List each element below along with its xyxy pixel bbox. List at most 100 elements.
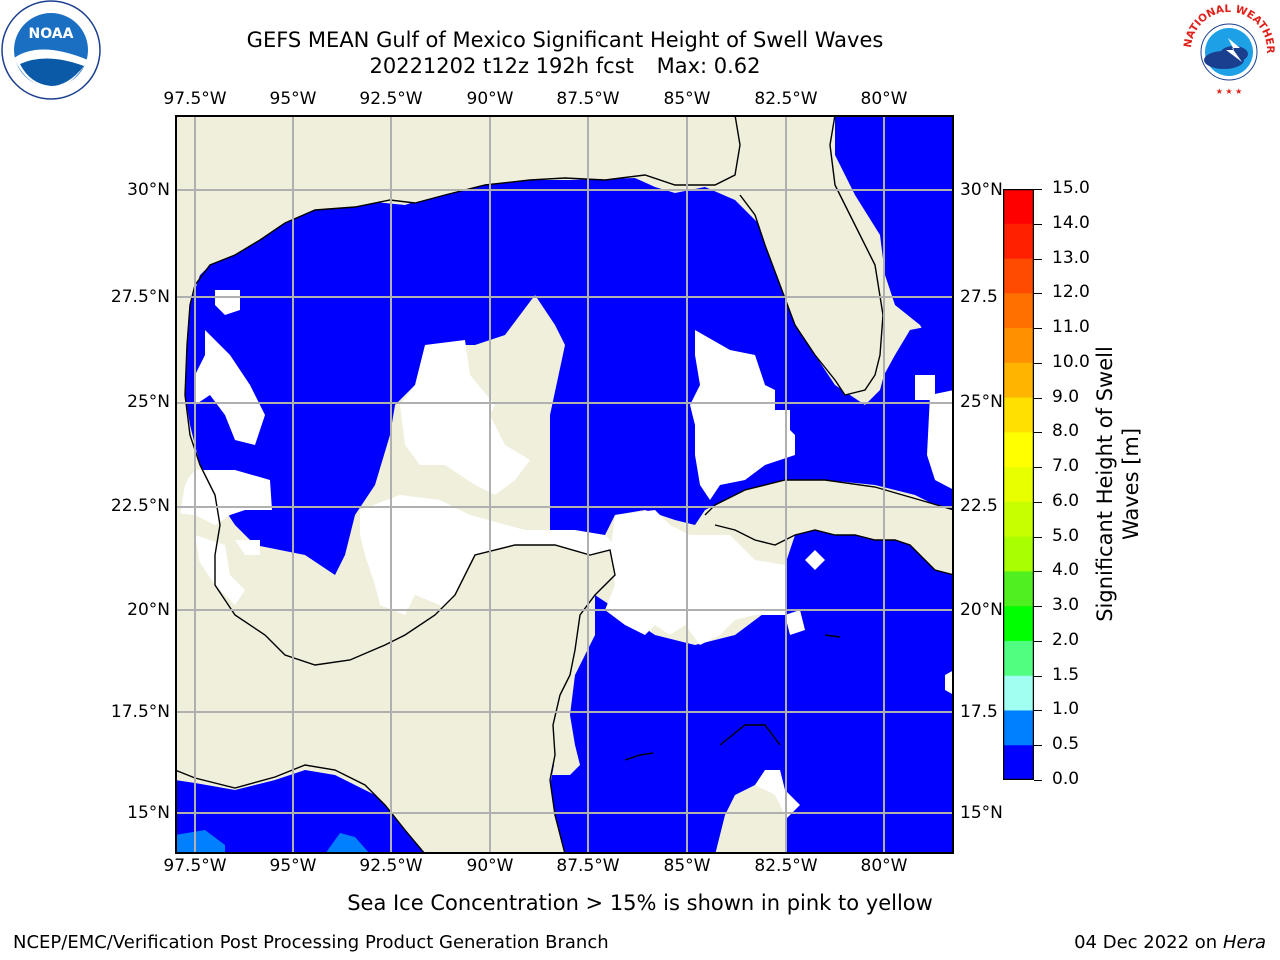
colorbar-band <box>1003 467 1034 503</box>
noaa-logo: NOAA <box>1 0 101 100</box>
footer-branch: NCEP/EMC/Verification Post Processing Pr… <box>13 932 609 953</box>
lat-tick-left: 17.5°N <box>110 702 170 722</box>
sea-ice-note-text: Sea Ice Concentration > 15% is shown in … <box>347 891 933 915</box>
forecast-run: 20221202 t12z 192h fcst <box>369 54 634 78</box>
colorbar-tick-label: 0.0 <box>1052 769 1080 789</box>
lon-tick-top: 97.5°W <box>163 89 227 109</box>
coastlines <box>175 115 954 854</box>
colorbar <box>1003 189 1034 780</box>
colorbar-tick-label: 8.0 <box>1052 421 1080 442</box>
lon-tick-top: 87.5°W <box>556 89 620 109</box>
lon-tick-bottom: 95°W <box>269 856 317 876</box>
yucatan-land <box>175 115 615 854</box>
colorbar-tick-mark <box>1034 780 1042 781</box>
footer-date: 04 Dec 2022 on Hera <box>1074 932 1266 953</box>
colorbar-tick-label: 9.0 <box>1052 386 1080 407</box>
lat-tick-left: 27.5°N <box>110 287 170 307</box>
lat-tick-right: 27.5 <box>960 287 998 307</box>
florida-land <box>735 115 883 395</box>
colorbar-band <box>1003 258 1034 294</box>
lat-tick-left: 15°N <box>127 803 170 823</box>
colorbar-tick-mark <box>1034 501 1042 503</box>
colorbar-band <box>1003 675 1034 711</box>
colorbar-tick-label: 1.0 <box>1052 699 1080 720</box>
lon-tick-bottom: 97.5°W <box>163 856 227 876</box>
colorbar-band <box>1003 710 1034 746</box>
colorbar-tick-mark <box>1034 467 1042 469</box>
colorbar-band <box>1003 571 1034 607</box>
colorbar-frame <box>1003 189 1034 780</box>
colorbar-label-line2: Waves [m] <box>1119 427 1143 541</box>
footer-date-text: 04 Dec 2022 on <box>1074 932 1218 953</box>
sea-ice-note: Sea Ice Concentration > 15% is shown in … <box>0 891 1280 915</box>
gridlines <box>175 115 954 854</box>
lat-tick-right: 30°N <box>960 180 1003 200</box>
colorbar-band <box>1003 501 1034 538</box>
colorbar-tick-label: 7.0 <box>1052 456 1080 477</box>
lon-tick-bottom: 92.5°W <box>359 856 423 876</box>
lat-tick-left: 22.5°N <box>110 496 170 516</box>
no-swell-patches <box>175 290 954 854</box>
colorbar-tick-label: 1.5 <box>1052 664 1080 685</box>
colorbar-band <box>1003 536 1034 572</box>
colorbar-tick-mark <box>1034 571 1042 573</box>
colorbar-tick-mark <box>1034 293 1042 295</box>
chart-subtitle: 20221202 t12z 192h fcst Max: 0.62 <box>0 54 1130 78</box>
colorbar-tick-label: 6.0 <box>1052 490 1080 511</box>
map-frame <box>175 115 954 854</box>
colorbar-tick-mark <box>1034 362 1042 364</box>
colorbar-tick-mark <box>1034 328 1042 330</box>
colorbar-tick-label: 4.0 <box>1052 560 1080 581</box>
lon-tick-bottom: 82.5°W <box>754 856 818 876</box>
gulf-of-mexico-map <box>175 115 954 854</box>
lat-tick-right: 15°N <box>960 803 1003 823</box>
central-america-land <box>715 785 787 854</box>
cuba-land <box>705 480 954 575</box>
lat-tick-right: 20°N <box>960 600 1003 620</box>
colorbar-bands <box>1003 189 1034 780</box>
colorbar-label-line1: Significant Height of Swell <box>1093 346 1117 622</box>
lon-tick-top: 90°W <box>466 89 514 109</box>
lat-tick-right: 22.5 <box>960 496 998 516</box>
colorbar-band <box>1003 362 1034 399</box>
colorbar-tick-label: 0.5 <box>1052 734 1080 755</box>
colorbar-band <box>1003 189 1034 225</box>
lon-tick-bottom: 80°W <box>860 856 908 876</box>
lat-tick-left: 25°N <box>127 392 170 412</box>
lon-tick-bottom: 87.5°W <box>556 856 620 876</box>
max-value: Max: 0.62 <box>656 54 761 78</box>
lat-tick-right: 17.5 <box>960 702 998 722</box>
colorbar-tick-label: 10.0 <box>1052 351 1090 372</box>
nws-logo: NATIONAL WEATHER SERVICE ★ ★ ★ <box>1178 0 1277 98</box>
colorbar-tick-mark <box>1034 189 1042 190</box>
lat-tick-left: 30°N <box>127 180 170 200</box>
colorbar-band <box>1003 223 1034 260</box>
colorbar-band <box>1003 328 1034 364</box>
swell-0.5-1.0-patch <box>175 830 225 854</box>
colorbar-tick-mark <box>1034 223 1042 225</box>
swell-0.5-1.0-patch <box>325 833 370 854</box>
colorbar-tick-mark <box>1034 675 1042 677</box>
noaa-logo-text: NOAA <box>29 26 74 42</box>
colorbar-tick-mark <box>1034 536 1042 538</box>
lon-tick-bottom: 90°W <box>466 856 514 876</box>
colorbar-band <box>1003 397 1034 433</box>
colorbar-band <box>1003 432 1034 468</box>
colorbar-tick-mark <box>1034 432 1042 434</box>
lon-tick-top: 95°W <box>269 89 317 109</box>
colorbar-tick-label: 5.0 <box>1052 525 1080 546</box>
colorbar-tick-mark <box>1034 258 1042 260</box>
colorbar-band <box>1003 745 1034 780</box>
colorbar-tick-label: 11.0 <box>1052 317 1090 338</box>
lat-tick-right: 25°N <box>960 392 1003 412</box>
colorbar-tick-label: 3.0 <box>1052 595 1080 616</box>
lon-tick-top: 80°W <box>860 89 908 109</box>
colorbar-tick-mark <box>1034 640 1042 642</box>
colorbar-tick-label: 14.0 <box>1052 212 1090 233</box>
atlantic-swell-region <box>835 115 954 385</box>
chart-title: GEFS MEAN Gulf of Mexico Significant Hei… <box>246 28 884 52</box>
colorbar-tick-mark <box>1034 397 1042 399</box>
colorbar-tick-mark <box>1034 745 1042 747</box>
lon-tick-top: 92.5°W <box>359 89 423 109</box>
svg-text:★ ★ ★: ★ ★ ★ <box>1216 87 1243 96</box>
